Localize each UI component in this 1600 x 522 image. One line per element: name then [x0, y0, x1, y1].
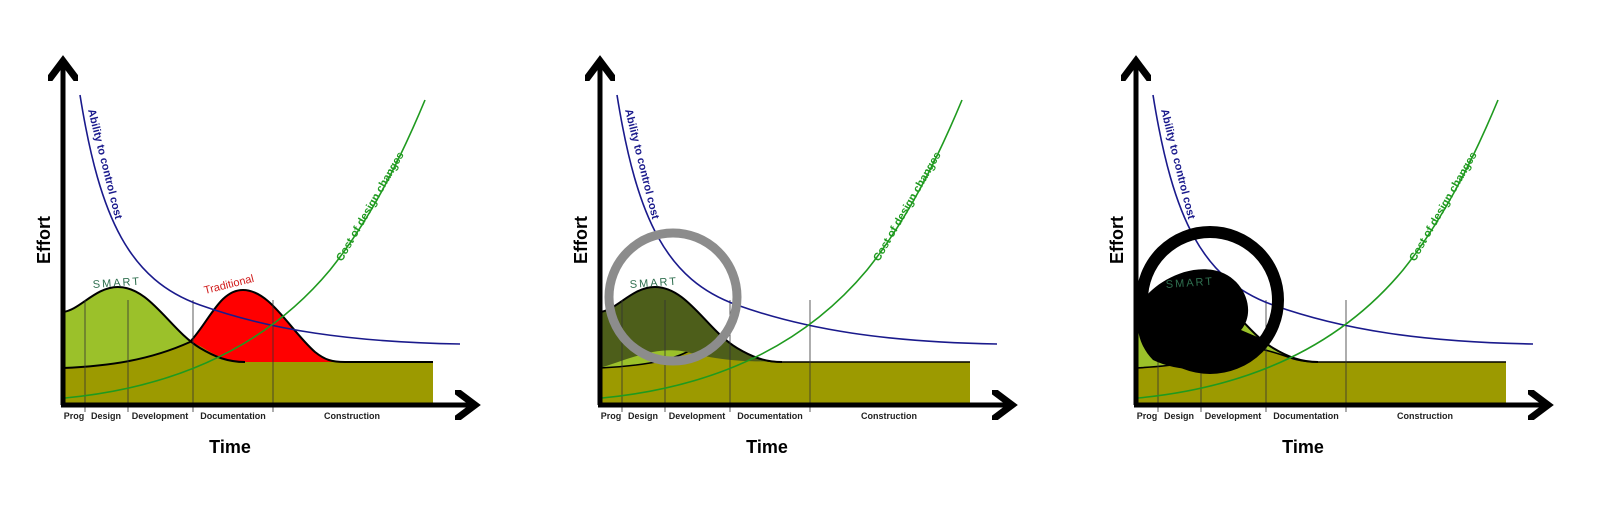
x-axis-label: Time — [746, 437, 788, 457]
phase-label: Documentation — [737, 411, 803, 421]
cost-curve — [1137, 99, 1499, 399]
traditional-curve — [62, 288, 433, 369]
olive-area — [600, 347, 787, 405]
phase-label: Design — [628, 411, 658, 421]
x-axis-label: Time — [1282, 437, 1324, 457]
panel-3: Time Effort Prog Design Development Documenta… — [1107, 66, 1543, 457]
phase-label: Construction — [324, 411, 380, 421]
phase-label: Design — [1164, 411, 1194, 421]
x-axis-label: Time — [209, 437, 251, 457]
olive-area — [1136, 347, 1323, 405]
phase-label: Prog — [601, 411, 622, 421]
phase-label: Prog — [1137, 411, 1158, 421]
ability-curve-label: Ability to control cost — [1158, 108, 1197, 221]
black-blob — [1137, 269, 1264, 370]
phase-label: Construction — [861, 411, 917, 421]
y-axis-label: Effort — [571, 216, 591, 264]
panel-2: Time Effort Prog Design Development Documenta… — [571, 66, 1007, 457]
cost-curve-label: Cost of design changes — [1407, 150, 1479, 263]
panel-1: Time Effort Prog Design Development Documenta… — [34, 66, 470, 457]
ability-curve-label: Ability to control cost — [622, 108, 661, 221]
smart-label: SMART — [629, 276, 678, 291]
smart-label: SMART — [92, 276, 141, 291]
phase-label: Prog — [64, 411, 85, 421]
phase-label: Documentation — [200, 411, 266, 421]
highlight-ring — [1136, 226, 1284, 374]
highlight-ring — [604, 228, 742, 366]
phase-label: Development — [669, 411, 726, 421]
phase-label: Construction — [1397, 411, 1453, 421]
cost-curve-label: Cost of design changes — [334, 150, 406, 263]
cost-curve — [64, 99, 426, 399]
phase-label: Documentation — [1273, 411, 1339, 421]
phase-label: Development — [1205, 411, 1262, 421]
phase-label: Design — [91, 411, 121, 421]
phase-label: Development — [132, 411, 189, 421]
y-axis-label: Effort — [1107, 216, 1127, 264]
cost-curve — [601, 99, 963, 399]
smart-label: SMART — [1165, 276, 1214, 291]
cost-curve-label: Cost of design changes — [871, 150, 943, 263]
ability-curve — [79, 94, 461, 345]
ability-curve-label: Ability to control cost — [85, 108, 124, 221]
y-axis-label: Effort — [34, 216, 54, 264]
